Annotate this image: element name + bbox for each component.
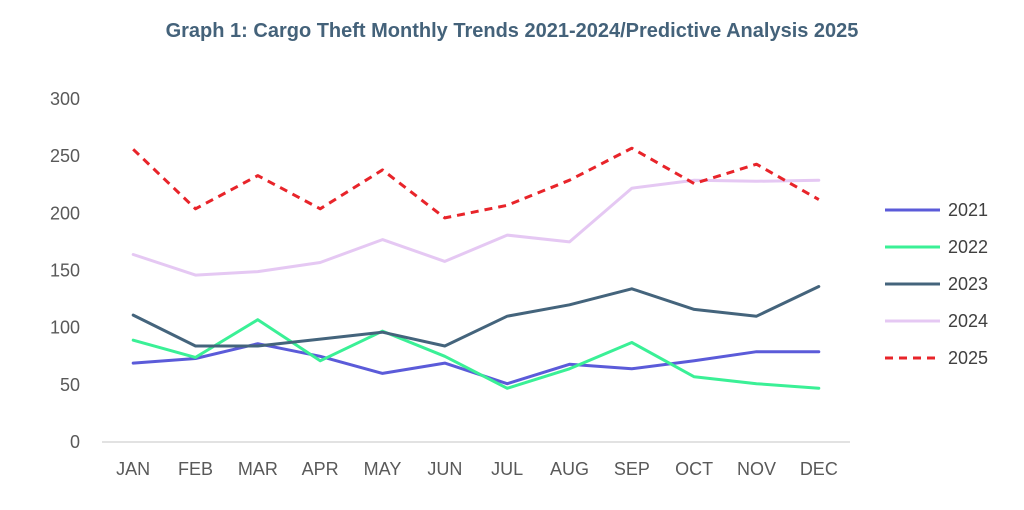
y-tick-label: 200 [50,203,80,223]
x-tick-label: MAY [364,459,402,479]
y-tick-label: 50 [60,375,80,395]
x-tick-label: NOV [737,459,776,479]
legend-label-2021: 2021 [948,200,988,220]
x-axis-ticks: JAN FEB MAR APR MAY JUN JUL AUG SEP OCT NOV DEC [116,459,838,479]
legend-label-2022: 2022 [948,237,988,257]
series-lines [131,146,821,390]
x-tick-label: MAR [238,459,278,479]
y-axis-ticks: 0 50 100 150 200 250 300 [50,89,80,452]
x-tick-label: JAN [116,459,150,479]
y-tick-label: 100 [50,318,80,338]
x-tick-label: SEP [614,459,650,479]
y-tick-label: 300 [50,89,80,109]
x-tick-label: DEC [800,459,838,479]
y-tick-label: 0 [70,432,80,452]
x-tick-label: AUG [550,459,589,479]
x-tick-label: JUN [427,459,462,479]
x-tick-label: JUL [491,459,523,479]
series-line-2023 [131,285,821,348]
x-tick-label: APR [302,459,339,479]
y-tick-label: 150 [50,261,80,281]
x-tick-label: FEB [178,459,213,479]
legend: 2021 2022 2023 2024 2025 [885,200,988,368]
series-line-2021 [131,342,821,386]
chart-title: Graph 1: Cargo Theft Monthly Trends 2021… [165,20,859,42]
x-tick-label: OCT [675,459,713,479]
y-tick-label: 250 [50,146,80,166]
series-line-2024 [131,178,821,277]
series-line-2025 [132,146,820,220]
legend-label-2024: 2024 [948,311,988,331]
series-line-2022 [131,318,821,390]
legend-label-2025: 2025 [948,348,988,368]
legend-label-2023: 2023 [948,274,988,294]
